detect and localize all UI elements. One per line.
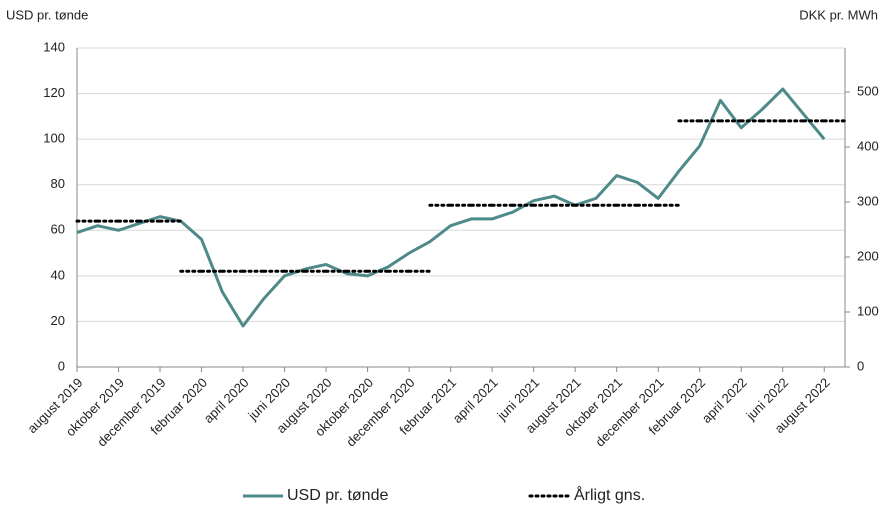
y2-tick-label: 400 (857, 138, 879, 153)
y-tick-label: 120 (43, 85, 65, 100)
y-tick-label: 0 (58, 358, 65, 373)
y-axis-label: USD pr. tønde (6, 7, 88, 22)
y-tick-label: 20 (51, 313, 65, 328)
y-tick-label: 80 (51, 176, 65, 191)
y2-tick-label: 0 (857, 358, 864, 373)
y2-tick-label: 300 (857, 193, 879, 208)
legend-label: Årligt gns. (574, 485, 645, 504)
x-tick-label: april 2020 (201, 375, 252, 426)
y2-tick-label: 200 (857, 248, 879, 263)
y-tick-label: 100 (43, 131, 65, 146)
y2-axis-label: DKK pr. MWh (799, 7, 878, 22)
legend-label: USD pr. tønde (287, 487, 388, 504)
y-tick-label: 140 (43, 39, 65, 54)
y-tick-label: 40 (51, 267, 65, 282)
price-line (76, 87, 826, 328)
y2-tick-label: 100 (857, 303, 879, 318)
y-tick-label: 60 (51, 222, 65, 237)
y2-tick-label: 500 (857, 83, 879, 98)
x-tick-label: april 2022 (699, 375, 750, 426)
x-tick-label: april 2021 (450, 375, 501, 426)
